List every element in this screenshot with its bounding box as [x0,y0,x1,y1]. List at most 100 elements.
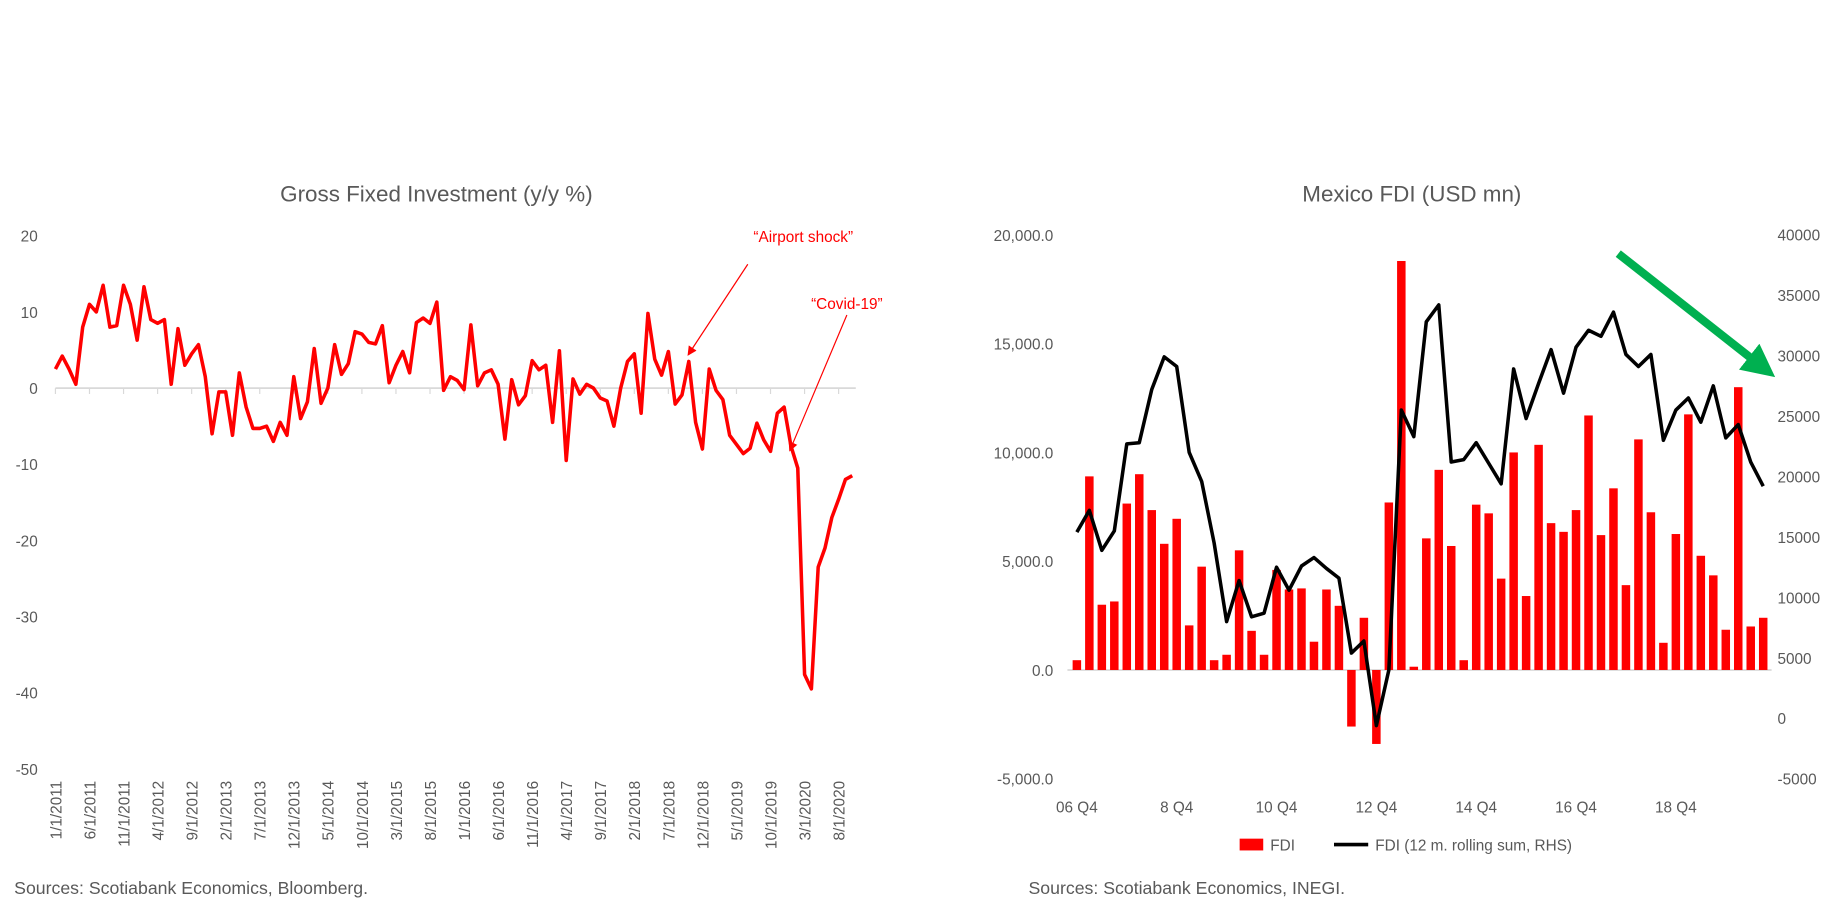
fdi-bar [1534,444,1543,670]
x-tick-label: 10/1/2019 [763,781,780,849]
fdi-bar [1509,452,1518,670]
fdi-bar [1347,669,1356,727]
right-y-tick-label: 25000 [1777,409,1820,426]
fdi-bar [1584,415,1593,670]
y-tick-label: -50 [16,762,38,779]
fdi-bar [1621,585,1631,670]
x-tick-label: 10/1/2014 [355,780,372,849]
x-tick-label: 2/1/2018 [627,781,644,841]
chart-title: Mexico FDI (USD mn) [1302,182,1521,207]
fdi-bar [1247,630,1256,670]
fdi-bar [1209,660,1219,670]
x-tick-label: 18 Q4 [1655,800,1697,817]
left-y-tick-label: 20,000.0 [994,228,1054,245]
left-y-tick-label: -5,000.0 [997,772,1053,789]
x-tick-label: 10 Q4 [1256,800,1298,817]
x-tick-label: 3/1/2020 [797,781,814,841]
fdi-bar [1159,543,1169,670]
gross-fixed-investment-chart: Gross Fixed Investment (y/y %) 20 10 0 -10 -… [14,182,882,898]
fdi-bar [1334,605,1344,670]
fdi-bar [1110,601,1119,670]
fdi-bar [1496,578,1506,670]
fdi-bar [1147,510,1156,670]
right-y-tick-label: 15000 [1777,530,1820,547]
right-y-tick-label: 10000 [1777,590,1820,607]
fdi-bar [1184,625,1194,670]
fdi-bar [1609,488,1618,670]
fdi-bar [1721,629,1731,670]
fdi-bar [1471,504,1481,670]
fdi-bar [1446,545,1456,670]
x-tick-label: 8/1/2015 [423,781,440,841]
fdi-bar [1297,588,1306,670]
investment-line [53,283,854,691]
left-y-tick-label: 0.0 [1032,663,1053,680]
fdi-bar [1135,474,1144,670]
fdi-bar [1521,596,1531,670]
fdi-bar [1085,476,1094,670]
fdi-bar [1596,535,1606,670]
x-tick-label: 8/1/2020 [832,781,849,841]
fdi-rolling-sum-line [1075,303,1765,728]
fdi-bar [1671,534,1681,670]
y-tick-label: -20 [16,533,38,550]
x-tick-label: 6/1/2016 [491,781,508,841]
right-y-tick-label: 40000 [1777,228,1820,245]
fdi-bar [1696,555,1706,670]
x-tick-label: 12/1/2018 [695,781,712,849]
fdi-bar [1709,575,1718,670]
x-tick-label: 12 Q4 [1355,800,1397,817]
left-y-tick-label: 5,000.0 [1002,554,1053,571]
x-tick-label: 5/1/2014 [321,780,338,840]
covid-annotation: “Covid-19” [811,296,883,313]
right-y-tick-label: -5000 [1777,772,1816,789]
fdi-bar [1272,569,1281,670]
fdi-bar [1746,626,1755,670]
fdi-bar [1234,550,1244,670]
fdi-bar [1372,669,1381,744]
fdi-bar [1384,502,1394,670]
fdi-bar [1409,666,1419,670]
x-tick-label: 9/1/2017 [593,781,610,841]
y-tick-label: -30 [16,609,38,626]
x-tick-label: 11/1/2011 [116,781,133,847]
covid-arrow [788,314,848,452]
fdi-bar [1284,589,1294,670]
fdi-bar [1222,654,1231,670]
trend-arrow-icon [1615,250,1776,378]
y-tick-label: 10 [21,305,38,322]
legend-label-fdi: FDI [1270,837,1295,854]
x-tick-label: 1/1/2011 [48,781,65,840]
fdi-bar [1122,503,1132,670]
legend: FDI FDI (12 m. rolling sum, RHS) [1239,837,1572,854]
fdi-bar [1422,538,1431,670]
fdi-bar [1259,654,1269,670]
x-tick-label: 06 Q4 [1056,800,1098,817]
y-tick-label: 0 [29,381,38,398]
source-note: Sources: Scotiabank Economics, INEGI. [1029,878,1346,898]
airport-shock-arrow [687,263,749,356]
x-tick-label: 14 Q4 [1455,800,1497,817]
x-tick-label: 4/1/2012 [150,781,167,841]
right-y-tick-label: 35000 [1777,288,1820,305]
fdi-bar [1322,589,1331,670]
y-tick-label: 20 [21,229,38,246]
x-tick-label: 7/1/2018 [661,781,678,841]
chart-title: Gross Fixed Investment (y/y %) [280,182,593,207]
x-tick-label: 2/1/2013 [219,781,236,841]
fdi-bar [1309,641,1319,670]
right-y-tick-label: 0 [1777,711,1786,728]
x-tick-label: 3/1/2015 [389,781,406,841]
fdi-bar [1684,414,1693,670]
source-note: Sources: Scotiabank Economics, Bloomberg… [14,878,368,898]
fdi-bar [1097,604,1107,670]
left-y-tick-label: 15,000.0 [994,337,1054,354]
airport-shock-annotation: “Airport shock” [753,229,853,246]
right-y-tick-label: 5000 [1777,651,1811,668]
fdi-bar [1646,512,1656,670]
right-y-tick-label: 20000 [1777,469,1820,486]
fdi-bar [1072,660,1082,670]
x-tick-label: 6/1/2011 [82,781,99,840]
x-tick-label: 5/1/2019 [729,781,746,841]
